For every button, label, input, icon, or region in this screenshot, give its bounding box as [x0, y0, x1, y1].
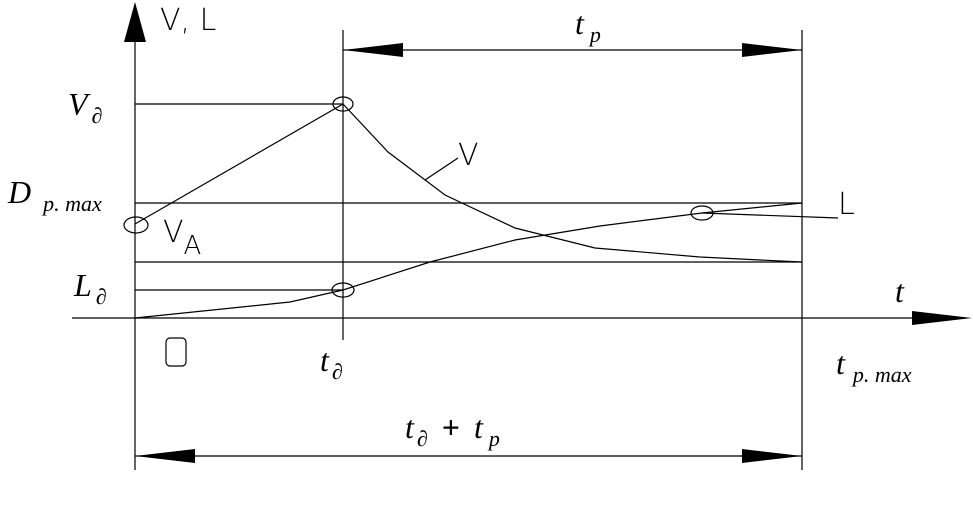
text-part: A [184, 231, 202, 261]
text-part: + [442, 409, 460, 445]
label-tpmax: t p. max [836, 345, 912, 387]
text-part: L [73, 267, 92, 303]
label-va: VA [163, 215, 201, 261]
label-ld: L ∂ [73, 267, 107, 309]
text-part: t [836, 345, 846, 381]
text-part: t [320, 342, 330, 378]
text-part: p [588, 22, 601, 47]
axes [72, 2, 972, 470]
axis-label: V, L [160, 3, 216, 38]
text-part: t [474, 409, 484, 445]
label-vd: V ∂ [68, 86, 102, 128]
label-td: t ∂ [320, 342, 343, 384]
text-part: ∂ [332, 359, 343, 384]
label-origin: 0 [200, 399, 201, 401]
text-part: D [7, 174, 31, 210]
label-sum: t ∂ + t p [405, 409, 500, 451]
text-part: ∂ [92, 103, 103, 128]
text-part: ∂ [417, 426, 428, 451]
text-part: p [487, 426, 500, 451]
curves [123, 96, 839, 367]
curve-l-label: L [838, 187, 855, 222]
text-part: ∂ [96, 284, 107, 309]
dimension-arrows [135, 43, 802, 463]
text-part: V [163, 215, 184, 250]
guide-lines [135, 103, 802, 291]
text-part: t [405, 409, 415, 445]
text-part: p. max [851, 362, 912, 387]
curve-v-label: V [458, 138, 479, 173]
text-part: p. max [41, 191, 102, 216]
text-part: t [575, 5, 585, 41]
text-part: V [68, 86, 91, 122]
label-t-axis: t [895, 273, 905, 309]
